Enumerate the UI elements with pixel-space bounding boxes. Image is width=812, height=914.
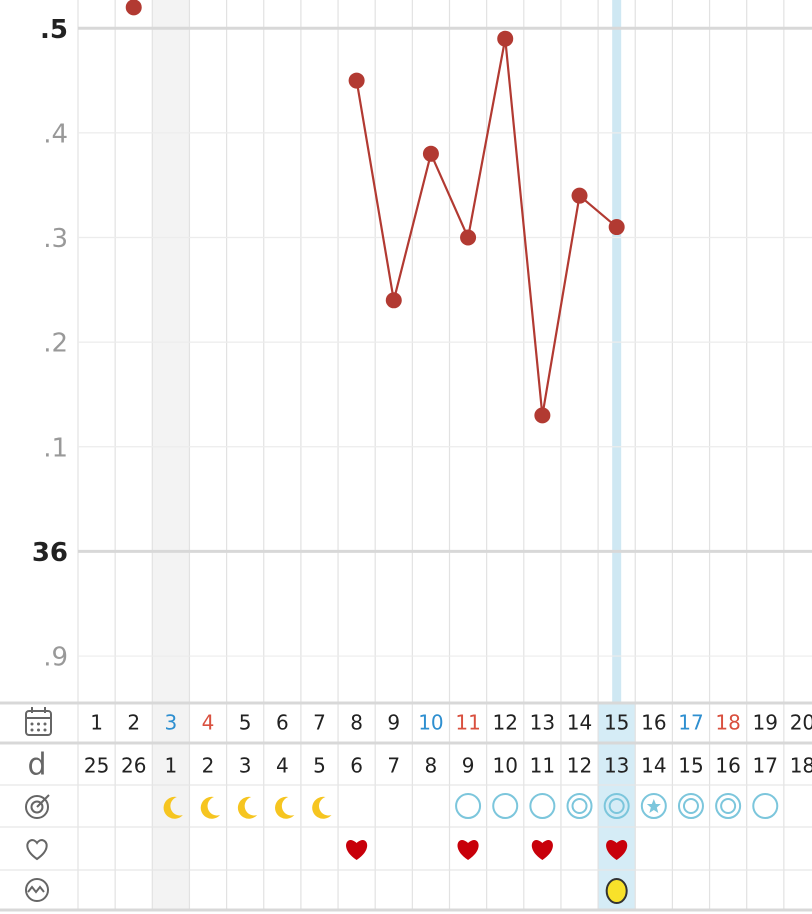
temperature-point: [534, 407, 551, 424]
cycle-day-label: 12: [492, 711, 517, 735]
temperature-point: [348, 72, 365, 89]
y-tick-label: .9: [43, 643, 68, 673]
egg-outline-icon: [25, 878, 49, 902]
mucus-inner-circle: [720, 798, 737, 814]
cycle-day-label: 4: [202, 711, 215, 735]
date-label: 3: [239, 754, 252, 778]
temperature-point: [385, 292, 402, 309]
cycle-day-label: 20: [790, 711, 812, 735]
mucus-circle: [492, 793, 519, 819]
mucus-circle: [566, 793, 593, 819]
date-label: 15: [678, 754, 703, 778]
date-row-label: d: [27, 748, 46, 783]
cycle-day-label: 15: [604, 711, 629, 735]
cycle-day-label: 16: [641, 711, 666, 735]
temperature-line: [355, 38, 618, 416]
mucus-circle: [455, 793, 482, 819]
date-label: 16: [715, 754, 740, 778]
cycle-day-label: 13: [530, 711, 555, 735]
selected-column: [612, 0, 622, 703]
date-label: 6: [350, 754, 363, 778]
cycle-day-label: 3: [165, 711, 178, 735]
date-label: 26: [121, 754, 146, 778]
date-label: 13: [604, 754, 629, 778]
temperature-point: [422, 145, 439, 162]
date-label: 18: [790, 754, 812, 778]
mucus-circle: [529, 793, 556, 819]
heart-icon: [346, 840, 368, 860]
cycle-day-label: 10: [418, 711, 443, 735]
mucus-circle: [752, 793, 779, 819]
temperature-point: [608, 219, 625, 236]
y-tick-label: 36: [32, 538, 68, 568]
date-label: 4: [276, 754, 289, 778]
y-tick-label: .3: [43, 224, 68, 254]
date-label: 1: [165, 754, 178, 778]
y-tick-label: .2: [43, 329, 68, 359]
y-tick-label: .4: [43, 119, 68, 149]
cycle-day-label: 18: [715, 711, 740, 735]
temperature-point: [571, 187, 588, 204]
date-label: 9: [462, 754, 475, 778]
target-icon: [25, 794, 50, 819]
cycle-day-label: 2: [127, 711, 140, 735]
mucus-circle: [715, 793, 742, 819]
mucus-inner-circle: [571, 798, 588, 814]
ovulation-egg: [605, 878, 628, 904]
date-label: 5: [313, 754, 326, 778]
mucus-circle: [603, 793, 630, 819]
cycle-day-label: 9: [387, 711, 400, 735]
cycle-day-label: 1: [90, 711, 103, 735]
temperature-point: [125, 0, 142, 16]
cycle-day-label: 5: [239, 711, 252, 735]
heart-icon: [606, 840, 628, 860]
row-icons: [25, 707, 52, 902]
cycle-day-label: 17: [678, 711, 703, 735]
date-label: 17: [753, 754, 778, 778]
cycle-day-label: 14: [567, 711, 592, 735]
date-label: 10: [492, 754, 517, 778]
y-tick-label: .5: [40, 15, 68, 45]
moon-icon: [200, 796, 221, 819]
heart-icon: [457, 840, 479, 860]
mucus-circle: [677, 793, 704, 819]
calendar-icon: [25, 707, 52, 736]
cycle-day-label: 11: [455, 711, 480, 735]
mucus-inner-circle: [682, 798, 699, 814]
heart-icon: [531, 840, 553, 860]
date-label: 8: [425, 754, 438, 778]
moon-icon: [312, 796, 332, 819]
date-label: 14: [641, 754, 666, 778]
moon-icon: [275, 796, 295, 819]
temperature-point: [497, 30, 514, 47]
date-label: 11: [530, 754, 555, 778]
date-label: 25: [84, 754, 109, 778]
cycle-day-label: 8: [350, 711, 363, 735]
cycle-day-label: 7: [313, 711, 326, 735]
date-label: 7: [387, 754, 400, 778]
date-label: 12: [567, 754, 592, 778]
heart-outline-icon: [26, 838, 48, 861]
moon-icon: [163, 796, 183, 819]
mucus-star: [646, 799, 661, 813]
mucus-circle: [640, 793, 667, 819]
moon-icon: [237, 796, 258, 819]
column-shade: [152, 0, 190, 910]
temperature-point: [460, 229, 477, 246]
y-tick-label: .1: [43, 433, 68, 463]
cycle-day-label: 6: [276, 711, 289, 735]
mucus-inner-circle: [608, 798, 625, 814]
date-label: 2: [202, 754, 215, 778]
cycle-day-label: 19: [753, 711, 778, 735]
